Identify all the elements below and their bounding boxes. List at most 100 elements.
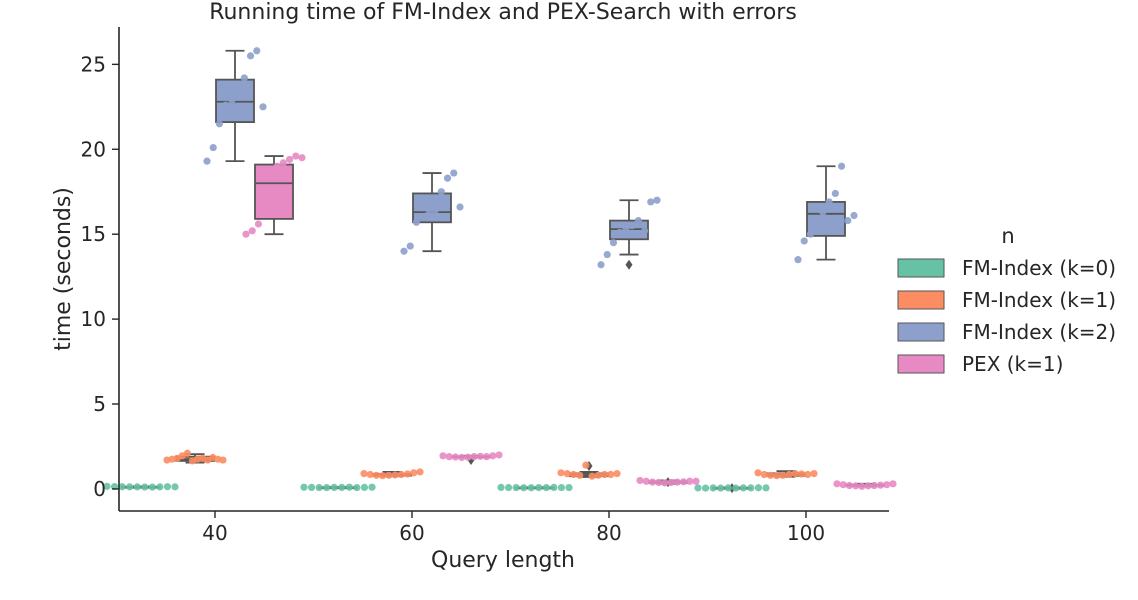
data-point (261, 184, 269, 192)
data-point (679, 478, 688, 486)
data-point (634, 217, 642, 225)
box-2-1 (400, 169, 464, 255)
data-point (542, 483, 550, 492)
data-point (845, 481, 854, 490)
data-point (694, 484, 702, 492)
data-point (785, 470, 793, 479)
y-tick-label: 15 (81, 222, 106, 246)
box-body (806, 201, 846, 237)
data-point (754, 484, 763, 492)
data-point (800, 237, 808, 245)
data-point (419, 213, 427, 221)
data-point (103, 482, 111, 490)
x-axis-label: Query length (431, 548, 575, 573)
data-point (391, 471, 399, 479)
data-point (254, 220, 263, 228)
data-point (797, 470, 806, 478)
data-point (456, 203, 464, 211)
data-point (791, 470, 799, 478)
legend-label: FM-Index (k=1) (962, 288, 1116, 312)
data-point (360, 483, 369, 491)
data-point (527, 484, 535, 492)
box-2-2 (597, 196, 661, 270)
data-point (253, 47, 261, 55)
data-point (594, 471, 602, 479)
data-point (883, 481, 891, 489)
data-point (482, 453, 491, 461)
data-point (754, 469, 762, 477)
data-point (400, 247, 408, 255)
data-point (445, 453, 453, 461)
box-1-3 (754, 469, 818, 480)
data-point (636, 476, 644, 485)
data-point (794, 256, 802, 264)
data-point (183, 449, 191, 457)
series-1 (163, 449, 818, 480)
data-point (701, 484, 710, 492)
box-1-1 (360, 468, 424, 480)
data-point (219, 456, 227, 464)
legend-label: FM-Index (k=0) (962, 256, 1116, 280)
chart-title: Running time of FM-Index and PEX-Search … (209, 0, 797, 25)
axes: 0 5 10 15 20 25 40 60 80 100 (81, 27, 889, 545)
legend-label: FM-Index (k=2) (962, 320, 1116, 344)
data-point (837, 162, 846, 170)
box-0-1 (300, 483, 376, 492)
data-point (512, 483, 520, 492)
data-point (397, 470, 405, 479)
legend-label: PEX (k=1) (962, 352, 1063, 376)
data-point (653, 196, 661, 204)
data-point (118, 483, 126, 491)
series-2 (203, 47, 858, 270)
data-point (870, 481, 878, 490)
y-tick-label: 25 (81, 52, 106, 76)
data-point (557, 469, 565, 477)
data-point (831, 189, 839, 198)
data-point (246, 52, 255, 60)
data-point (597, 261, 605, 269)
data-point (550, 483, 558, 491)
data-point (810, 470, 818, 478)
data-point (609, 239, 618, 247)
data-point (458, 453, 466, 462)
data-point (852, 482, 860, 490)
data-point (850, 211, 858, 220)
data-point (813, 222, 821, 230)
data-point (234, 81, 242, 89)
data-point (410, 469, 418, 477)
data-point (760, 470, 768, 479)
data-point (240, 74, 248, 82)
series-3 (242, 152, 897, 490)
y-tick-label: 0 (93, 477, 106, 501)
data-point (368, 483, 376, 491)
box-3-2 (636, 476, 700, 488)
data-point (425, 210, 433, 218)
box-0-0 (103, 482, 179, 491)
data-point (889, 480, 897, 488)
data-point (804, 470, 812, 479)
data-point (267, 174, 275, 182)
x-tick-label: 100 (787, 521, 825, 545)
box-body (254, 163, 294, 220)
data-point (747, 484, 755, 492)
data-point (450, 169, 458, 177)
data-point (844, 217, 852, 225)
data-point (406, 242, 414, 250)
data-point (717, 484, 725, 492)
data-point (616, 228, 624, 237)
data-point (372, 471, 381, 479)
data-point (248, 227, 256, 235)
data-point (416, 468, 424, 476)
data-point (403, 470, 412, 478)
data-point (622, 225, 630, 233)
data-point (259, 103, 267, 111)
data-point (603, 250, 611, 259)
data-point (412, 218, 421, 226)
data-point (222, 101, 230, 109)
data-point (345, 483, 353, 491)
data-point (443, 174, 452, 182)
series-0 (103, 482, 770, 494)
box-0-3 (694, 483, 770, 494)
data-point (489, 452, 497, 460)
